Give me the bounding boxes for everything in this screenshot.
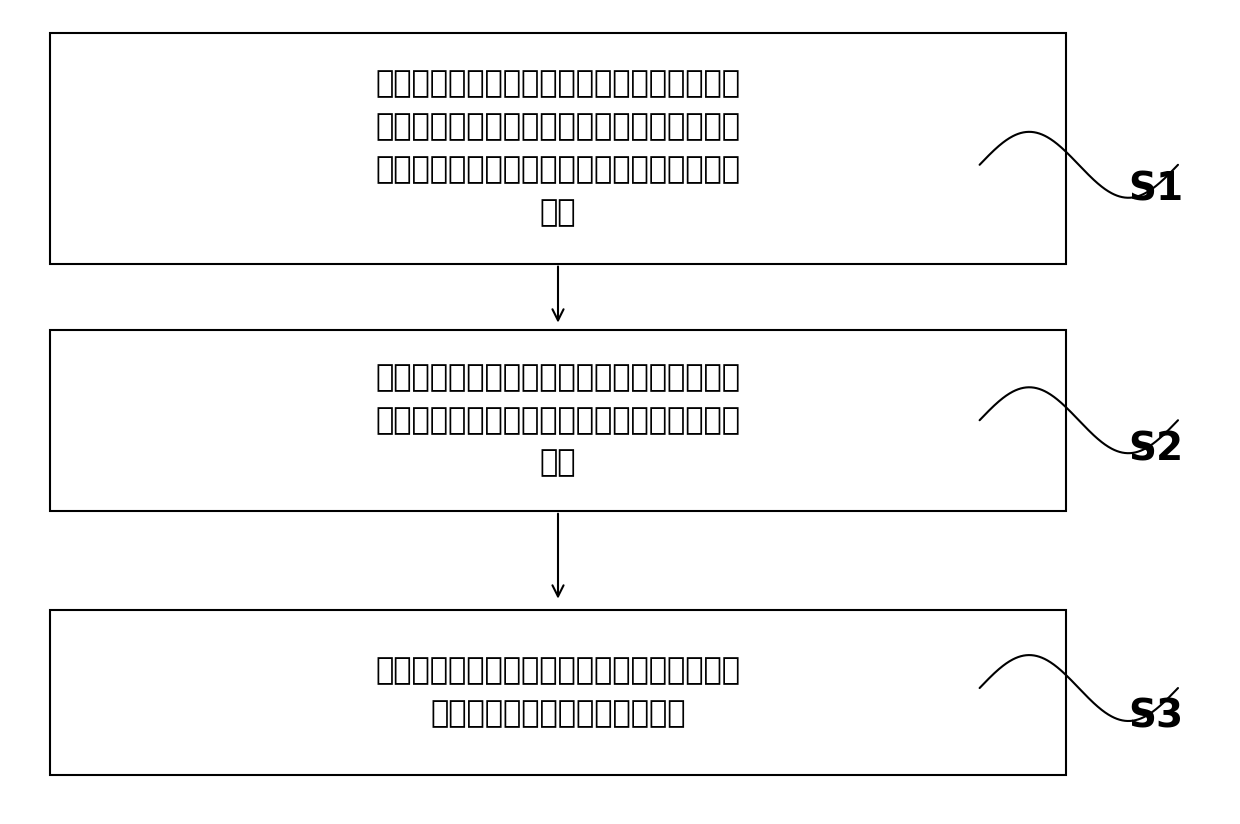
FancyBboxPatch shape — [50, 330, 1066, 511]
Text: S2: S2 — [1128, 430, 1183, 468]
Text: S1: S1 — [1128, 171, 1183, 208]
Text: 根据空气温度变化曲线、空气压力变化曲线和
热力学第二定律获得储气室的炯存储容量计算
模型: 根据空气温度变化曲线、空气压力变化曲线和 热力学第二定律获得储气室的炯存储容量计… — [376, 363, 740, 478]
FancyBboxPatch shape — [50, 610, 1066, 775]
Text: S3: S3 — [1128, 698, 1183, 736]
Text: 基于压缩空气储能系统的运行状态、储气室内
空气动力学原理和储气室围岩的热耦合效应获
得储气室的空气温度变化曲线和空气压力变化
曲线: 基于压缩空气储能系统的运行状态、储气室内 空气动力学原理和储气室围岩的热耦合效应… — [376, 69, 740, 227]
Text: 根据炯存储容量计算模型和预先设定的目标炯
存储容量确定储气室的目标容量: 根据炯存储容量计算模型和预先设定的目标炯 存储容量确定储气室的目标容量 — [376, 656, 740, 728]
FancyBboxPatch shape — [50, 33, 1066, 264]
